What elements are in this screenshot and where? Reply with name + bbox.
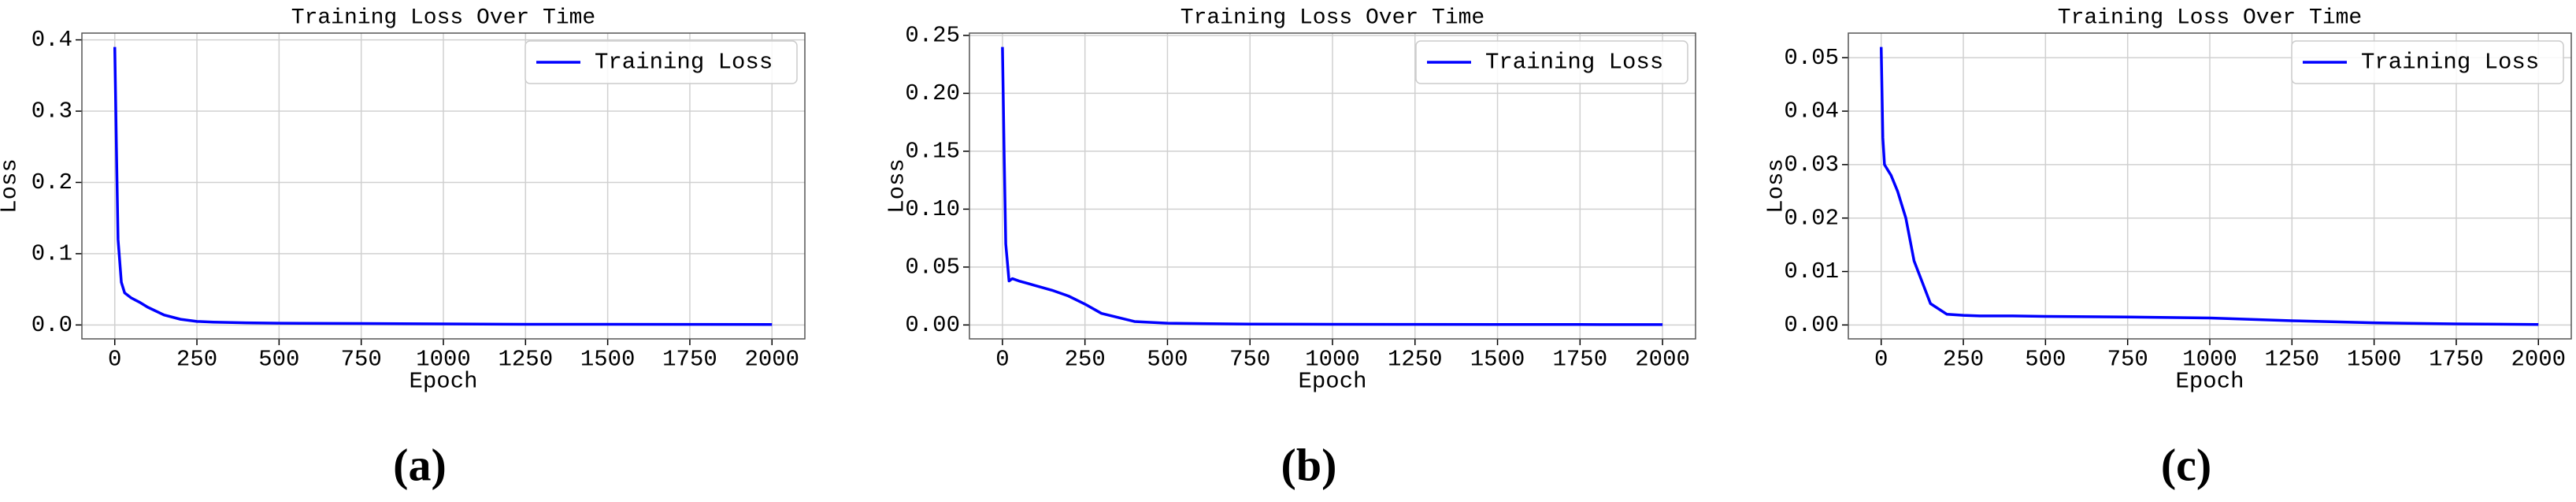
y-tick-label: 0.2 [32, 169, 72, 195]
y-tick-label: 0.03 [1784, 152, 1839, 178]
y-tick-label: 0.01 [1784, 258, 1839, 284]
x-tick-label: 1500 [1470, 347, 1525, 373]
x-tick-label: 1000 [2182, 347, 2237, 373]
x-axis-label: Epoch [1298, 369, 1366, 395]
x-tick-label: 2000 [1635, 347, 1690, 373]
y-tick-label: 0.1 [32, 241, 72, 267]
caption: (a) [393, 439, 447, 490]
y-tick-label: 0.0 [32, 312, 72, 338]
x-tick-label: 0 [108, 347, 121, 373]
caption: (b) [1281, 439, 1337, 490]
loss-line [1001, 46, 1663, 326]
x-tick-label: 2000 [744, 347, 799, 373]
y-axis-label: Loss [1763, 158, 1789, 214]
x-tick-label: 250 [1943, 347, 1984, 373]
legend: Training Loss [524, 40, 798, 84]
y-tick-label: 0.04 [1784, 99, 1839, 125]
x-axis-label: Epoch [409, 369, 477, 395]
y-tick-label: 0.20 [905, 80, 960, 106]
x-tick-label: 1000 [416, 347, 471, 373]
subplot: 0 250 500 750 1000 1250 1500 1750 2000 0.00 0.01 0.… [1763, 6, 2572, 490]
legend-box [524, 40, 798, 84]
subplot: 0 250 500 750 1000 1250 1500 1750 2000 0.00 0.05 0.… [884, 6, 1696, 490]
y-tick-label: 0.00 [1784, 312, 1839, 338]
x-tick-label: 0 [1874, 347, 1888, 373]
x-tick-label: 750 [1229, 347, 1270, 373]
x-tick-label: 250 [176, 347, 217, 373]
y-tick-label: 0.25 [905, 23, 960, 49]
y-tick-label: 0.05 [1784, 45, 1839, 71]
axes-frame [81, 32, 806, 340]
subplot: 0 250 500 750 1000 1250 1500 1750 2000 0.0 0.1 0.2 0… [0, 6, 806, 490]
x-tick-label: 0 [995, 347, 1009, 373]
y-tick-label: 0.15 [905, 139, 960, 165]
x-tick-label: 1750 [1553, 347, 1608, 373]
loss-line [113, 46, 773, 326]
legend: Training Loss [2291, 40, 2564, 84]
x-tick-label: 1750 [2429, 347, 2484, 373]
loss-line [1879, 46, 2539, 326]
axes-frame [1848, 32, 2572, 340]
x-tick-label: 500 [2025, 347, 2066, 373]
x-tick-label: 750 [2107, 347, 2148, 373]
y-tick-label: 0.4 [32, 27, 72, 53]
x-tick-label: 250 [1065, 347, 1106, 373]
chart-title: Training Loss Over Time [2058, 6, 2362, 30]
caption: (c) [2161, 439, 2211, 490]
x-tick-label: 2000 [2511, 347, 2566, 373]
x-tick-label: 500 [1147, 347, 1188, 373]
y-tick-label: 0.3 [32, 99, 72, 125]
x-tick-label: 1750 [662, 347, 717, 373]
legend-label: Training Loss [1485, 50, 1663, 76]
y-tick-label: 0.05 [905, 255, 960, 281]
y-tick-label: 0.00 [905, 312, 960, 338]
axes-frame [969, 32, 1696, 340]
x-axis-label: Epoch [2175, 369, 2244, 395]
chart-title: Training Loss Over Time [1181, 6, 1484, 30]
x-tick-label: 1250 [1388, 347, 1443, 373]
y-tick-label: 0.02 [1784, 205, 1839, 231]
chart-title: Training Loss Over Time [291, 6, 595, 30]
legend-box [2291, 40, 2564, 84]
legend-label: Training Loss [2361, 50, 2539, 76]
x-tick-label: 500 [258, 347, 299, 373]
y-axis-label: Loss [0, 158, 23, 214]
x-tick-label: 1250 [499, 347, 554, 373]
x-tick-label: 1000 [1305, 347, 1360, 373]
legend-label: Training Loss [595, 50, 773, 76]
legend-box [1415, 40, 1688, 84]
x-tick-label: 1500 [580, 347, 636, 373]
x-tick-label: 1500 [2347, 347, 2402, 373]
x-tick-label: 750 [341, 347, 382, 373]
y-axis-label: Loss [884, 158, 910, 214]
legend: Training Loss [1415, 40, 1688, 84]
x-tick-label: 1250 [2265, 347, 2320, 373]
y-tick-label: 0.10 [905, 196, 960, 222]
